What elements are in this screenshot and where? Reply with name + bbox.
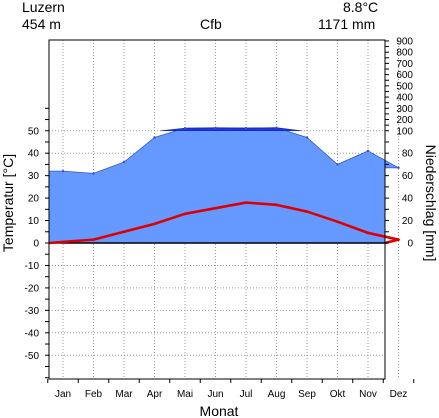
y2-tick-label: 900 [396, 36, 413, 47]
y-tick-label: 20 [28, 194, 40, 205]
y2-tick-label: 200 [396, 115, 413, 126]
station-elevation: 454 m [22, 16, 61, 32]
y-tick-label: 50 [28, 126, 40, 137]
x-tick-label-mai: Mai [177, 389, 193, 400]
y2-tick-label: 0 [407, 239, 413, 250]
precipitation-point-nov [366, 149, 370, 153]
temperature-point-jan [61, 240, 65, 244]
y-tick-label: 30 [28, 171, 40, 182]
y2-tick-label: 40 [402, 194, 414, 205]
precipitation-point-jul [244, 126, 248, 130]
station-name: Luzern [22, 0, 65, 15]
y2-axis-title: Niederschlag [mm] [423, 145, 439, 262]
x-axis-title: Monat [200, 403, 239, 418]
precipitation-point-mar [122, 160, 126, 164]
precipitation-point-sep [305, 136, 309, 139]
precipitation-point-apr [153, 136, 156, 139]
x-tick-label-sep: Sep [298, 389, 316, 400]
y2-tick-label: 400 [396, 93, 413, 104]
y2-tick-label: 600 [396, 70, 413, 81]
y2-tick-label: 80 [402, 149, 414, 160]
x-tick-label-dez: Dez [390, 389, 408, 400]
precipitation-point-dez [397, 166, 400, 169]
temperature-point-aug [275, 203, 278, 207]
y2-tick-label: 100 [396, 126, 413, 137]
x-tick-label-aug: Aug [268, 389, 286, 400]
temperature-point-apr [153, 222, 156, 226]
temperature-point-feb [92, 238, 95, 241]
x-tick-label-jun: Jun [207, 389, 223, 400]
temperature-point-dez [397, 238, 400, 241]
precipitation-point-jun [214, 126, 217, 130]
mean-temperature: 8.8°C [343, 0, 379, 15]
temperature-point-okt [336, 220, 339, 223]
x-tick-label-apr: Apr [147, 389, 163, 400]
precipitation-point-mai [183, 126, 187, 130]
temperature-point-jun [214, 206, 217, 210]
y-tick-label: -20 [25, 283, 40, 294]
climate-class: Cfb [200, 16, 222, 32]
temperature-point-nov [366, 231, 370, 235]
x-tick-label-nov: Nov [359, 389, 377, 400]
x-tick-label-mar: Mar [115, 389, 133, 400]
y-tick-label: -40 [25, 328, 40, 339]
precipitation-point-okt [336, 163, 339, 166]
x-tick-label-jan: Jan [55, 389, 71, 400]
precipitation-point-feb [92, 172, 95, 175]
y-tick-label: -50 [25, 351, 40, 362]
temperature-point-mai [183, 212, 187, 216]
y-tick-label: 10 [28, 216, 40, 227]
temperature-points [61, 201, 400, 244]
y2-tick-label: 300 [396, 104, 413, 115]
temperature-point-mar [122, 230, 126, 234]
y-tick-label: 40 [28, 149, 40, 160]
y2-tick-label: 20 [402, 216, 414, 227]
y2-tick-label: 700 [396, 59, 413, 70]
precipitation-excess-area [160, 127, 302, 132]
precipitation-points [61, 126, 400, 175]
y2-tick-label: 500 [396, 81, 413, 92]
annual-precipitation: 1171 mm [318, 16, 376, 32]
y2-tick-label: 60 [402, 171, 414, 182]
y-tick-label: 0 [33, 239, 39, 250]
x-tick-label-feb: Feb [85, 389, 103, 400]
temperature-line [48, 201, 400, 245]
y2-tick-label: 800 [396, 48, 413, 59]
x-tick-label-jul: Jul [240, 389, 253, 400]
temperature-point-sep [305, 210, 309, 213]
precipitation-point-jan [61, 169, 65, 173]
x-tick-label-okt: Okt [330, 389, 346, 400]
y-tick-label: -30 [25, 306, 40, 317]
precipitation-point-aug [275, 126, 278, 129]
temperature-point-jul [244, 201, 248, 204]
y-tick-label: -10 [25, 261, 40, 272]
y-axis-title: Temperatur [°C] [0, 154, 16, 252]
